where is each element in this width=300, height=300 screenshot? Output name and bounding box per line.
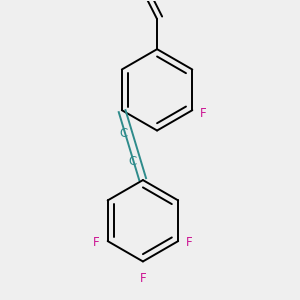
Text: F: F	[200, 107, 207, 120]
Text: F: F	[186, 236, 193, 249]
Text: F: F	[140, 272, 146, 285]
Text: F: F	[93, 236, 100, 249]
Text: C: C	[128, 155, 136, 168]
Text: C: C	[120, 127, 128, 140]
